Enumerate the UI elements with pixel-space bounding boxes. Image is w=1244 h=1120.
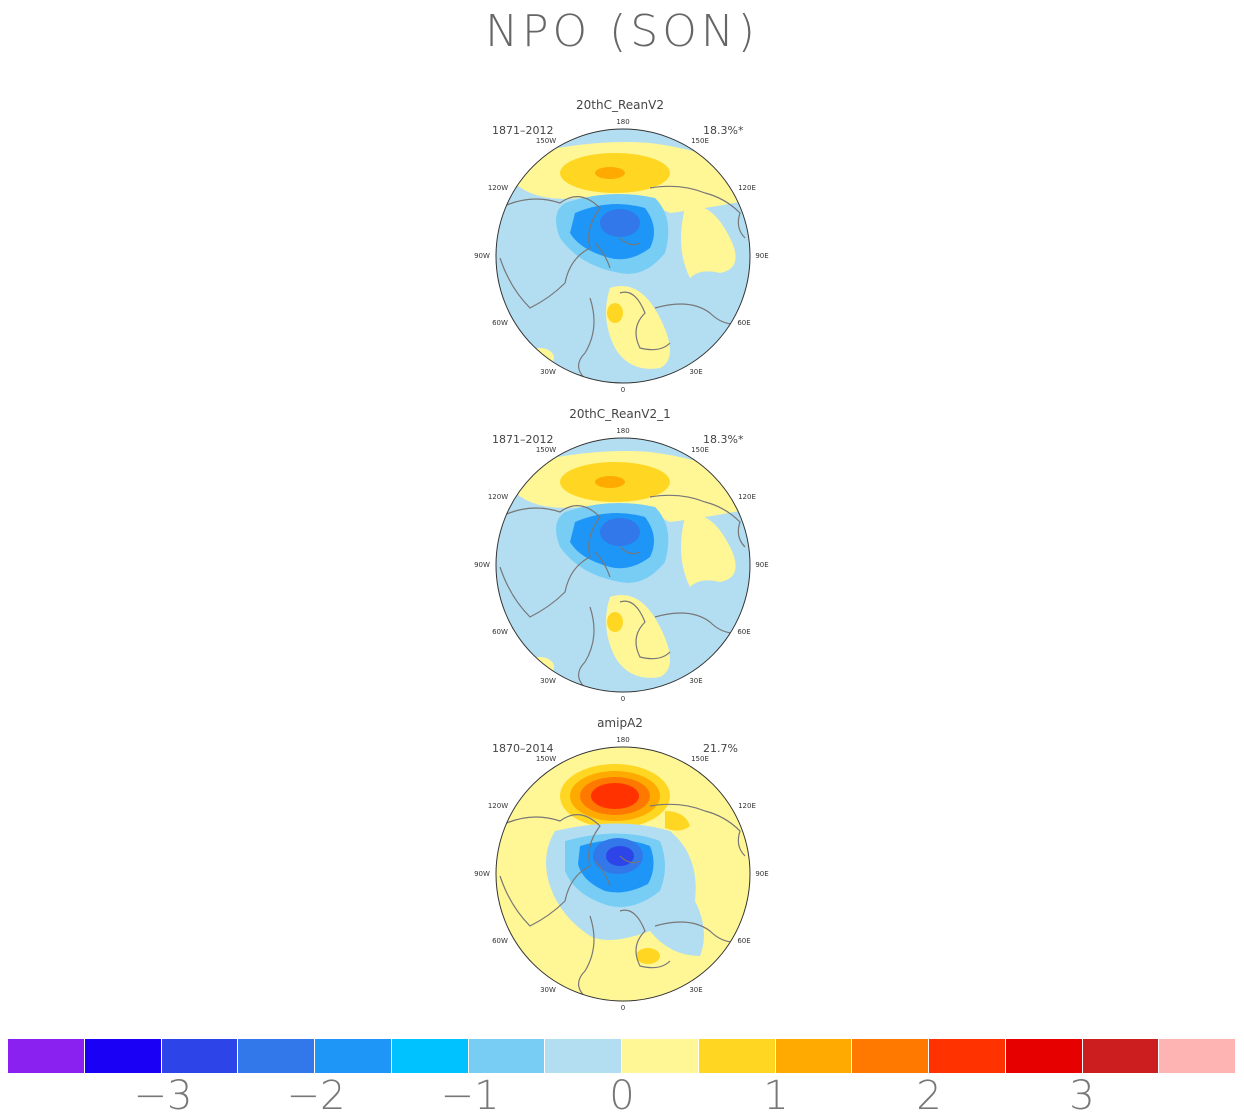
colorbar-swatch [391,1039,469,1073]
colorbar-swatch [698,1039,776,1073]
colorbar-swatch [468,1039,546,1073]
colorbar [8,1039,1236,1073]
panel-years: 1870–2014 [492,742,554,755]
colorbar-tick-label: 2 [916,1073,942,1119]
lon-label: 90W [474,561,490,569]
colorbar-swatch [1005,1039,1083,1073]
panel-percent: 21.7% [703,742,738,755]
colorbar-swatch [1082,1039,1160,1073]
lon-label: 180 [616,736,630,744]
lon-label: 150E [691,137,709,145]
map-panel-1: 20thC_ReanV2 1871–2012 18.3%* 180 150E [470,98,770,398]
colorbar-swatch [852,1039,929,1073]
map-panel-3: amipA2 1870–2014 21.7% 180 150E [470,716,770,1016]
lon-label: 120W [487,493,509,501]
lon-label: 30E [689,986,703,994]
lon-label: 150W [535,446,557,454]
lon-label: 0 [620,695,626,703]
colorbar-swatch [238,1039,315,1073]
polar-map-3 [495,746,751,1002]
colorbar-swatch [1159,1039,1236,1073]
lon-label: 60W [492,937,508,945]
panel-percent: 18.3%* [703,124,744,137]
polar-map-2 [495,437,751,693]
lon-label: 150W [535,137,557,145]
panel-percent: 18.3%* [703,433,744,446]
lon-label: 30W [540,986,556,994]
figure-title: NPO (SON) [485,6,759,57]
colorbar-tick-label: 0 [609,1073,635,1119]
lon-label: 120E [738,493,756,501]
lon-label: 90W [474,870,490,878]
lon-label: 150E [691,446,709,454]
lon-label: 30E [689,368,703,376]
lon-label: 120W [487,184,509,192]
colorbar-tick-label: 3 [1069,1073,1095,1119]
lon-label: 120E [738,184,756,192]
lon-label: 60E [737,628,751,636]
colorbar-swatch [622,1039,699,1073]
colorbar-swatch [775,1039,853,1073]
lon-label: 30W [540,368,556,376]
colorbar-swatch [545,1039,622,1073]
lon-label: 120E [738,802,756,810]
colorbar-swatch [315,1039,392,1073]
lon-label: 150E [691,755,709,763]
lon-label: 90E [755,870,769,878]
lon-label: 30E [689,677,703,685]
lon-label: 90E [755,561,769,569]
lon-label: 60W [492,319,508,327]
lon-label: 30W [540,677,556,685]
colorbar-swatch [161,1039,239,1073]
lon-label: 90E [755,252,769,260]
colorbar-swatch [929,1039,1006,1073]
lon-label: 150W [535,755,557,763]
lon-label: 120W [487,802,509,810]
colorbar-tick-label: −3 [133,1073,193,1119]
lon-label: 180 [616,427,630,435]
lon-label: 0 [620,1004,626,1012]
colorbar-tick-label: −2 [286,1073,346,1119]
colorbar-swatch [8,1039,85,1073]
panel-title: amipA2 [597,716,643,730]
colorbar-swatch [84,1039,162,1073]
colorbar-tick-label: −1 [440,1073,500,1119]
lon-label: 60E [737,937,751,945]
panel-title: 20thC_ReanV2_1 [569,407,671,421]
colorbar-tick-label: 1 [763,1073,789,1119]
lon-label: 60E [737,319,751,327]
panel-years: 1871–2012 [492,433,554,446]
lon-label: 60W [492,628,508,636]
panel-years: 1871–2012 [492,124,554,137]
lon-label: 0 [620,386,626,394]
map-panel-2: 20thC_ReanV2_1 1871–2012 18.3%* 180 150 [470,407,770,707]
lon-label: 180 [616,118,630,126]
panel-title: 20thC_ReanV2 [576,98,664,112]
polar-map-1 [495,128,751,384]
lon-label: 90W [474,252,490,260]
